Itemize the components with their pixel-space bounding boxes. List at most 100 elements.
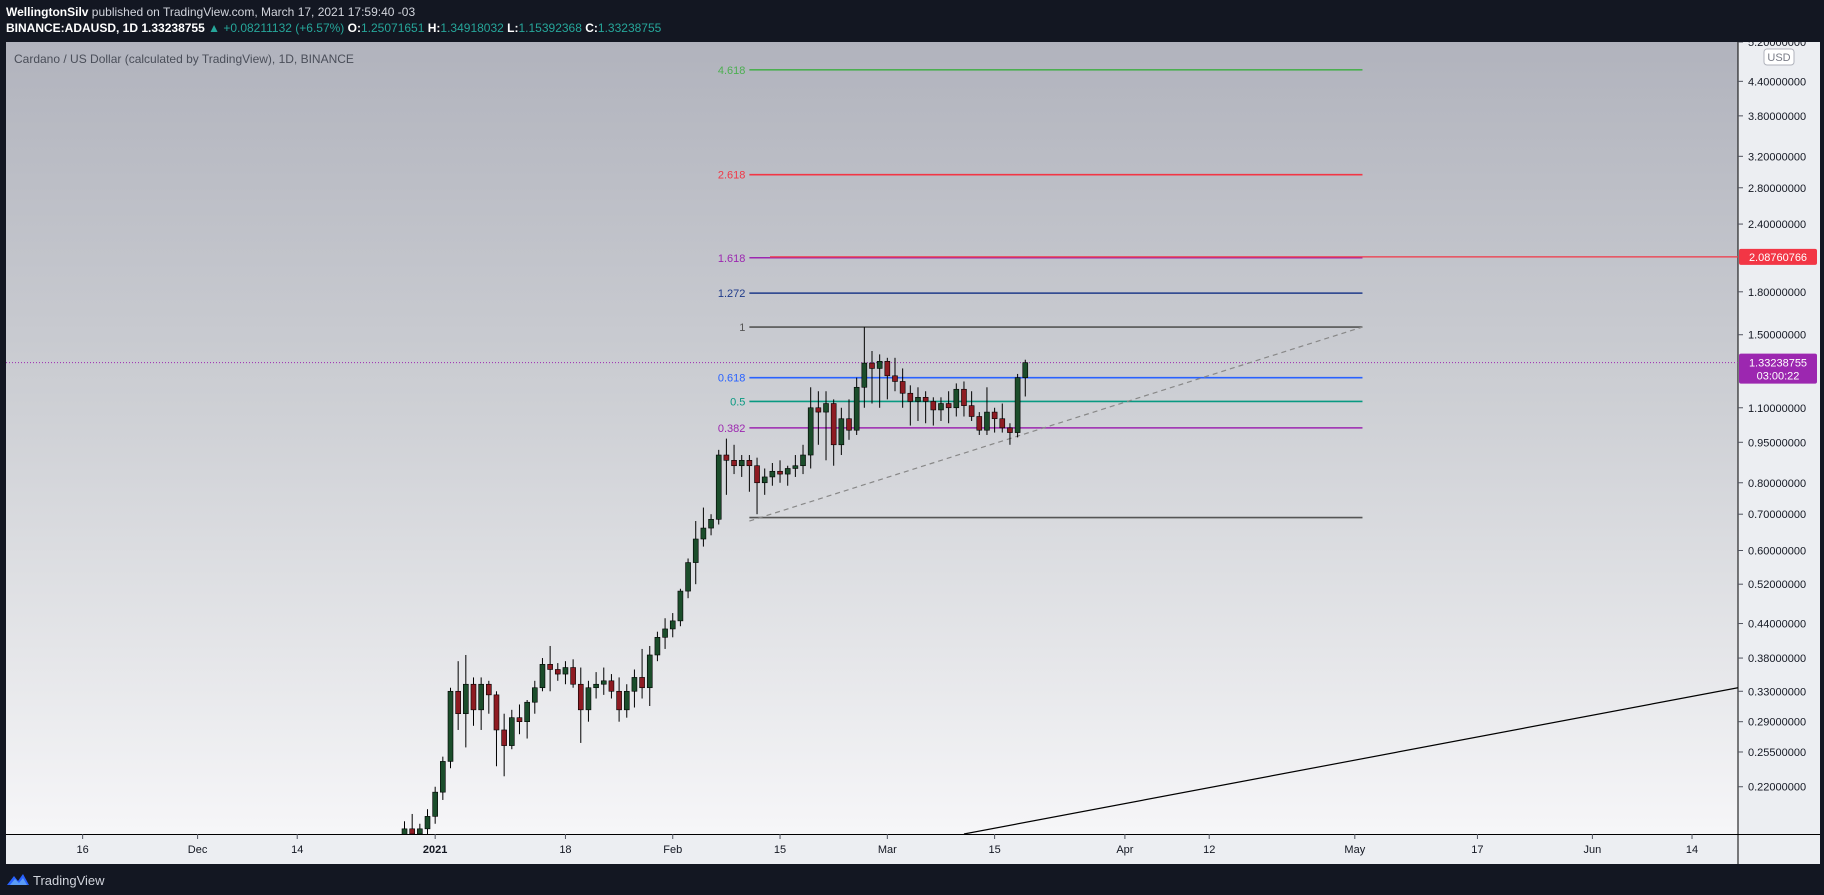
candle-body [945, 403, 952, 409]
time-tick-label: 12 [1203, 844, 1215, 856]
candle-body [539, 664, 546, 689]
price-tick-label: 0.44000000 [1748, 619, 1806, 631]
fib-level-label: 0.382 [718, 423, 746, 435]
fib-level-label: 1 [739, 322, 745, 334]
time-tick-label: 18 [559, 844, 571, 856]
candle-body [807, 407, 814, 456]
candle-body [754, 465, 760, 484]
candle-body [968, 405, 975, 417]
publish-line: WellingtonSilv published on TradingView.… [6, 5, 415, 19]
low-label: L: [507, 21, 519, 35]
candle-body [646, 654, 653, 689]
author-name[interactable]: WellingtonSilv [6, 5, 89, 19]
fib-level-label: 1.272 [718, 288, 746, 300]
price-tick-label: 2.80000000 [1748, 183, 1806, 195]
time-tick-label: 14 [1686, 844, 1698, 856]
candle-body [815, 407, 822, 413]
price-tick-label: 0.70000000 [1748, 509, 1806, 521]
currency-label: USD [1767, 52, 1790, 64]
candle-body [631, 677, 638, 692]
bar-countdown-text: 03:00:22 [1757, 371, 1800, 383]
time-tick-label: 14 [291, 844, 303, 856]
price-tick-label: 1.80000000 [1748, 287, 1806, 299]
candle-body [800, 454, 806, 467]
candle-body [531, 687, 538, 703]
candle-body [547, 664, 553, 670]
horizontal-line-price-badge [1739, 248, 1817, 265]
publish-info: published on TradingView.com, March 17, … [91, 5, 416, 19]
price-tick-label: 0.52000000 [1748, 579, 1806, 591]
candle-body [984, 411, 990, 431]
candle-body [677, 590, 684, 622]
candle-body [899, 381, 906, 394]
last-price-value: 1.33238755 [141, 21, 205, 35]
horizontal-line-price-text: 2.08760766 [1749, 252, 1807, 264]
candle-body [738, 460, 745, 467]
candle-body [669, 620, 676, 630]
price-tick-label: 2.40000000 [1748, 219, 1806, 231]
price-tick-label: 0.60000000 [1748, 545, 1806, 557]
candle-body [593, 683, 599, 689]
candle-body [600, 680, 607, 685]
candle-body [869, 362, 875, 369]
candle-body [922, 397, 929, 402]
fib-level-label: 2.618 [718, 170, 746, 182]
price-tick-label: 3.20000000 [1748, 151, 1806, 163]
chart-header: WellingtonSilv published on TradingView.… [0, 0, 1824, 42]
tradingview-logo-icon[interactable] [6, 872, 30, 886]
candle-body [562, 667, 569, 675]
fib-level-label: 0.5 [730, 396, 745, 408]
drawings[interactable] [6, 256, 1738, 834]
low-value: 1.15392368 [518, 21, 582, 35]
candle-body [493, 694, 500, 731]
candle-body [554, 669, 561, 675]
candle-body [838, 418, 845, 446]
candle-body [823, 403, 829, 413]
candle-body [401, 828, 408, 834]
candle-body [1014, 377, 1021, 433]
candle-body [685, 562, 691, 592]
candle-body [861, 362, 868, 388]
price-tick-label: 4.40000000 [1748, 76, 1806, 88]
candle-body [769, 470, 776, 478]
candle-body [516, 717, 523, 722]
high-label: H: [427, 21, 441, 35]
chart-title: Cardano / US Dollar (calculated by Tradi… [14, 52, 354, 66]
candle-body [830, 403, 837, 446]
price-tick-label: 1.50000000 [1748, 330, 1806, 342]
time-tick-label: Apr [1116, 844, 1133, 856]
candle-body [915, 397, 921, 402]
candle-body [639, 677, 645, 689]
plot-area[interactable] [6, 42, 1738, 834]
candle-body [662, 628, 668, 638]
candle-body [654, 637, 661, 656]
candle-body [731, 460, 737, 467]
time-tick-label: 17 [1471, 844, 1483, 856]
candle-body [486, 683, 492, 696]
candle-body [999, 418, 1006, 429]
high-value: 1.34918032 [440, 21, 504, 35]
price-chart[interactable]: Cardano / US Dollar (calculated by Tradi… [0, 42, 1824, 864]
candle-body [938, 403, 944, 411]
time-axis[interactable] [6, 834, 1738, 864]
candle-body [723, 454, 730, 461]
price-axis-ticks: 5.20000000 4.40000000 3.80000000 3.20000000… [1738, 42, 1806, 794]
trendline [749, 326, 1363, 522]
candle-body [876, 360, 883, 369]
price-tick-label: 5.20000000 [1748, 42, 1806, 49]
candle-body [777, 470, 783, 475]
currency-badge[interactable]: USD [1763, 48, 1795, 66]
tradingview-brand[interactable]: TradingView [33, 873, 105, 888]
candle-body [892, 375, 898, 382]
price-axis[interactable] [1738, 42, 1820, 864]
footer: TradingView [0, 864, 1824, 895]
price-tick-label: 1.10000000 [1748, 403, 1806, 415]
candle-body [792, 465, 799, 469]
candle-body [440, 761, 446, 793]
candle-body [616, 690, 622, 711]
fib-level-label: 4.618 [718, 65, 746, 77]
fib-level-label: 0.618 [718, 373, 746, 385]
candle-body [692, 538, 699, 563]
price-tick-label: 0.22000000 [1748, 782, 1806, 794]
